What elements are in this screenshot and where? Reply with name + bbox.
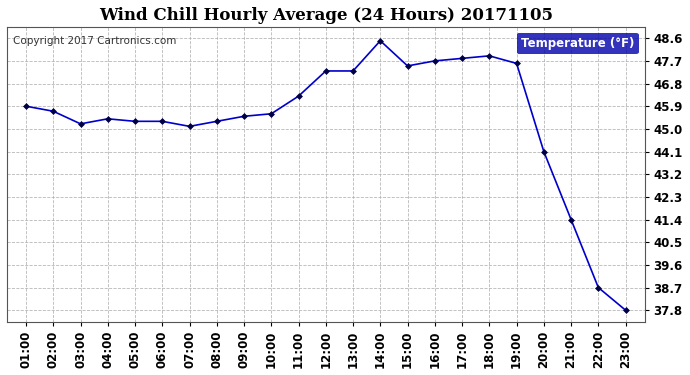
Text: Copyright 2017 Cartronics.com: Copyright 2017 Cartronics.com (13, 36, 177, 46)
Title: Wind Chill Hourly Average (24 Hours) 20171105: Wind Chill Hourly Average (24 Hours) 201… (99, 7, 553, 24)
Legend: Temperature (°F): Temperature (°F) (517, 33, 639, 54)
